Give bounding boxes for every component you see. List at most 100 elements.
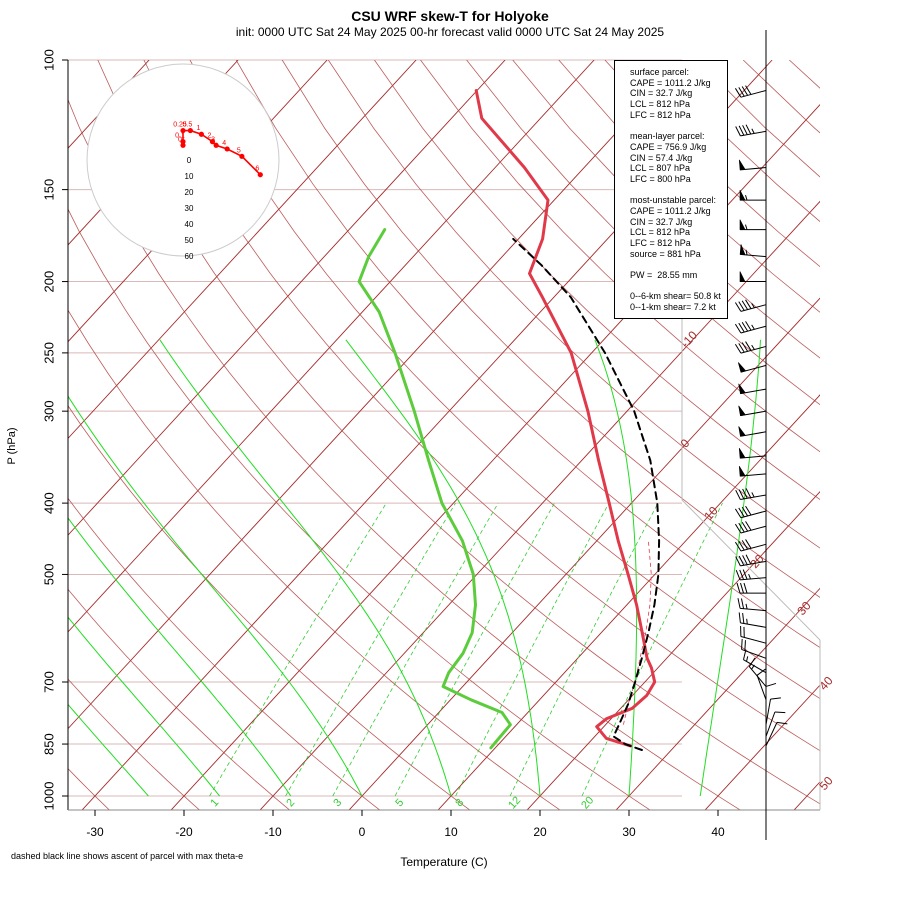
barb-pennant (738, 447, 746, 459)
hodograph-point-label: 4 (222, 140, 226, 147)
barb-flag (756, 668, 766, 676)
info-line: LCL = 812 hPa (630, 227, 690, 238)
barb-shaft (765, 698, 772, 725)
dry-adiabat-lines (68, 60, 820, 810)
p-tick-label: 100 (41, 49, 56, 71)
hodograph-point-label: 1 (196, 125, 200, 132)
moist-adiabat (345, 339, 541, 797)
barb-flag (741, 300, 749, 310)
hodograph-ring-label: 50 (185, 236, 194, 245)
barb-flag (741, 342, 749, 352)
barb-flag (742, 555, 748, 565)
dry-adiabat (281, 60, 820, 598)
y-axis-label: P (hPa) (6, 427, 18, 465)
barb-flag (738, 507, 745, 518)
mixing-ratio-20 (581, 502, 723, 797)
barb-flag (734, 508, 742, 519)
barb-flag (745, 505, 752, 516)
wind-barb (738, 159, 767, 171)
barb-flag (742, 569, 748, 580)
barb-flag (745, 85, 752, 95)
hodograph-point-label: 0.5 (182, 122, 192, 129)
dry-adiabat (420, 60, 820, 453)
hodograph-point-label: 6 (255, 166, 259, 173)
wind-barb (738, 362, 767, 373)
barb-pennant (739, 244, 746, 256)
dry-adiabat (68, 208, 651, 810)
wind-barb (765, 697, 781, 725)
p-tick-label: 700 (41, 671, 56, 693)
barb-flag (742, 125, 748, 135)
barb-flag (740, 598, 745, 609)
isotherm-30 (615, 587, 820, 810)
hodograph-ring (86, 63, 280, 257)
isotherm-60 (882, 60, 900, 812)
info-line: CIN = 32.7 J/kg (630, 88, 693, 99)
info-line (630, 259, 723, 270)
info-line: CAPE = 756.9 J/kg (630, 141, 707, 152)
barb-flag (745, 488, 752, 498)
isotherm-label: -10 (678, 328, 700, 350)
barb-shaft (743, 659, 767, 674)
right-boundary (681, 499, 821, 641)
x-tick-label: 40 (711, 825, 725, 839)
barb-flag (765, 682, 777, 687)
barb-flag (741, 506, 749, 517)
barb-shaft (740, 325, 767, 334)
barb-flag (741, 540, 749, 550)
wind-barb (738, 426, 767, 437)
wind-barb (738, 447, 767, 459)
barb-flag (745, 539, 752, 549)
mixing-ratio-label: 12 (506, 794, 523, 811)
barb-flag (738, 612, 741, 623)
x-tick-label: -30 (86, 825, 104, 839)
isotherm-label: 0 (678, 436, 693, 451)
wind-barb (739, 271, 766, 283)
barb-flag (735, 556, 741, 567)
wind-barb (738, 383, 767, 395)
barb-shaft (740, 560, 767, 567)
parcel-info-box: surface parcel: CAPE = 1011.2 J/kg CIN = 3… (614, 60, 728, 319)
wind-barb (756, 668, 767, 700)
barb-flag (737, 598, 741, 609)
dry-adiabat (68, 678, 201, 810)
barb-flag (734, 344, 742, 354)
isotherm-10 (437, 394, 820, 810)
barb-flag (741, 522, 749, 532)
barb-flag (744, 640, 746, 651)
hodograph-point (198, 131, 204, 137)
wind-barb (736, 582, 766, 594)
barb-flag (741, 638, 743, 650)
barb-flag (748, 657, 756, 667)
info-line: LCL = 812 hPa (630, 99, 690, 110)
hodograph: 01020304050606543210.50.250.10 (86, 63, 280, 261)
barb-flag (774, 711, 786, 714)
dry-adiabat (327, 60, 820, 549)
x-tick-label: 10 (444, 825, 458, 839)
wind-barb (739, 244, 767, 258)
barb-shaft (740, 494, 767, 501)
moist-adiabat (159, 339, 452, 797)
wind-barb (734, 85, 767, 98)
barb-half-flag (745, 224, 748, 230)
barb-shaft (740, 525, 767, 534)
p-tick-label: 500 (41, 564, 56, 586)
p-tick-label: 300 (41, 400, 56, 422)
barb-flag (745, 321, 752, 331)
wind-barb (765, 711, 786, 737)
wind-barb (737, 598, 767, 612)
p-tick-label: 1000 (41, 782, 56, 811)
barb-shaft (740, 89, 767, 98)
info-line: surface parcel: (630, 67, 690, 77)
info-line: CIN = 32.7 J/kg (630, 216, 693, 227)
barb-flag (741, 322, 749, 332)
barb-shaft (740, 543, 767, 552)
barb-flag (736, 582, 741, 594)
barb-flag (738, 322, 745, 333)
isotherm-20 (526, 490, 820, 810)
barb-half-flag (751, 324, 755, 330)
wind-barb (765, 682, 777, 713)
chart-subtitle: init: 0000 UTC Sat 24 May 2025 00-hr for… (235, 25, 665, 39)
hodograph-point-label: 0.25 (173, 122, 187, 129)
